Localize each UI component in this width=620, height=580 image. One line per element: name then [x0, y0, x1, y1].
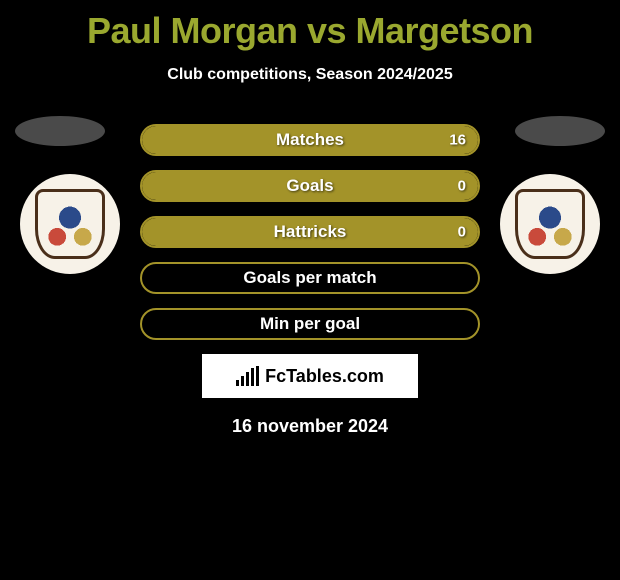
stat-bar: Hattricks 0 [140, 216, 480, 248]
stat-label: Matches [276, 130, 344, 150]
watermark: FcTables.com [202, 354, 418, 398]
stat-bar: Min per goal [140, 308, 480, 340]
right-club-crest [500, 174, 600, 274]
snapshot-date: 16 november 2024 [0, 416, 620, 437]
stat-bar: Matches 16 [140, 124, 480, 156]
stat-bar: Goals per match [140, 262, 480, 294]
right-player-marker [515, 116, 605, 146]
stat-label: Goals [286, 176, 333, 196]
left-club-crest [20, 174, 120, 274]
bar-chart-icon [236, 366, 259, 386]
stat-bars: Matches 16 Goals 0 Hattricks 0 Goals per match… [140, 124, 480, 340]
stat-bar: Goals 0 [140, 170, 480, 202]
comparison-title: Paul Morgan vs Margetson [0, 0, 620, 52]
stat-label: Goals per match [243, 268, 376, 288]
stat-right-value: 16 [449, 132, 466, 149]
stat-label: Min per goal [260, 314, 360, 334]
crest-icon [515, 189, 585, 259]
left-player-marker [15, 116, 105, 146]
watermark-text: FcTables.com [265, 366, 384, 387]
comparison-subtitle: Club competitions, Season 2024/2025 [0, 66, 620, 84]
crest-icon [35, 189, 105, 259]
stat-right-value: 0 [458, 224, 466, 241]
stat-label: Hattricks [274, 222, 347, 242]
comparison-content: Matches 16 Goals 0 Hattricks 0 Goals per match… [0, 124, 620, 437]
stat-right-value: 0 [458, 178, 466, 195]
